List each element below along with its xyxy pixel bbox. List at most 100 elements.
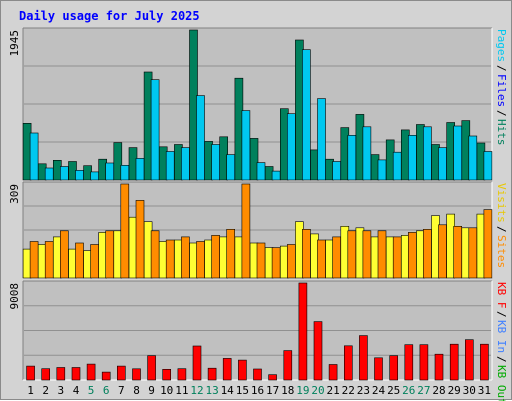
bar-files-day-26 <box>407 135 417 181</box>
bar-sites-day-31 <box>483 209 493 279</box>
bar-kb-f-day-6 <box>101 371 111 381</box>
bar-kb-f-day-24 <box>374 357 383 381</box>
x-tick-label-day-16: 16 <box>251 384 264 397</box>
bar-kb-f-day-4 <box>71 367 81 381</box>
bar-kb-f-day-18 <box>283 350 293 381</box>
legend-kb-out: KB Out <box>495 365 508 401</box>
x-tick-label-day-17: 17 <box>266 384 279 397</box>
x-tick-label-day-26: 26 <box>402 384 415 397</box>
bar-files-day-2 <box>44 167 54 181</box>
x-tick-label-day-7: 7 <box>118 384 125 397</box>
bar-sites-day-17 <box>271 247 281 279</box>
x-tick-label-day-31: 31 <box>478 384 491 397</box>
bar-files-day-18 <box>286 113 296 181</box>
bar-kb-f-day-31 <box>480 343 489 381</box>
bar-kb-f-day-16 <box>253 368 262 381</box>
bar-files-day-13 <box>211 144 220 181</box>
bar-files-day-15 <box>241 110 251 181</box>
bar-sites-day-21 <box>332 236 341 279</box>
x-tick-label-day-1: 1 <box>27 384 34 397</box>
bar-files-day-1 <box>29 132 39 181</box>
legend-separator: / <box>495 311 508 318</box>
bar-files-day-9 <box>150 79 160 181</box>
bar-sites-day-8 <box>135 200 145 279</box>
x-tick-label-day-13: 13 <box>205 384 218 397</box>
bar-files-day-4 <box>75 170 84 181</box>
bar-sites-day-20 <box>317 239 326 279</box>
legend-hits: Hits <box>495 119 508 146</box>
bar-files-day-24 <box>377 159 387 181</box>
bar-files-day-6 <box>105 162 114 181</box>
x-tick-label-day-15: 15 <box>236 384 249 397</box>
bar-kb-f-day-19 <box>298 282 308 381</box>
bar-kb-f-day-10 <box>162 368 171 381</box>
bar-sites-day-4 <box>75 242 84 279</box>
bar-files-day-16 <box>256 162 266 181</box>
bar-files-day-31 <box>483 151 493 181</box>
x-tick-label-day-27: 27 <box>417 384 430 397</box>
legend-separator: / <box>495 356 508 363</box>
bar-kb-f-day-11 <box>177 368 187 381</box>
bar-kb-f-day-29 <box>449 343 459 381</box>
bar-files-day-11 <box>181 147 190 181</box>
legend-separator: / <box>495 226 508 233</box>
x-tick-label-day-5: 5 <box>88 384 95 397</box>
x-tick-label-day-19: 19 <box>296 384 309 397</box>
bar-sites-day-26 <box>407 232 417 279</box>
bar-kb-f-day-26 <box>404 344 414 381</box>
bar-files-day-10 <box>165 151 175 181</box>
bar-files-day-28 <box>438 147 447 181</box>
legend-visits: Visits <box>495 183 508 223</box>
bar-files-day-7 <box>120 165 130 181</box>
legend-separator: / <box>495 65 508 72</box>
bar-sites-day-14 <box>226 229 235 279</box>
bar-kb-f-day-17 <box>268 374 277 381</box>
bar-files-day-3 <box>59 166 69 181</box>
bar-files-day-14 <box>226 154 235 181</box>
x-tick-label-day-6: 6 <box>103 384 110 397</box>
bar-sites-day-16 <box>256 242 266 279</box>
bar-kb-f-day-15 <box>238 359 247 381</box>
bar-files-day-29 <box>453 125 463 181</box>
legend-separator: / <box>495 110 508 117</box>
bar-files-day-27 <box>423 126 432 181</box>
x-tick-label-day-10: 10 <box>160 384 173 397</box>
bar-sites-day-15 <box>241 183 251 279</box>
x-tick-label-day-8: 8 <box>133 384 140 397</box>
legend-sites: Sites <box>495 235 508 268</box>
bar-sites-day-30 <box>468 227 478 279</box>
legend-kb-in: KB In <box>495 320 508 353</box>
x-tick-label-day-4: 4 <box>73 384 80 397</box>
legend-pages: Pages <box>495 29 508 62</box>
bar-kb-f-day-23 <box>359 335 368 381</box>
x-tick-label-day-28: 28 <box>432 384 445 397</box>
bar-sites-day-29 <box>453 226 463 279</box>
x-tick-label-day-29: 29 <box>448 384 461 397</box>
bar-kb-f-day-8 <box>132 368 141 381</box>
x-tick-label-day-12: 12 <box>190 384 203 397</box>
bar-files-day-30 <box>468 135 478 181</box>
bar-files-day-5 <box>90 171 99 181</box>
bar-sites-day-25 <box>392 236 402 279</box>
bar-sites-day-13 <box>211 235 220 279</box>
bar-sites-day-18 <box>286 244 296 279</box>
bar-kb-f-day-7 <box>117 365 126 381</box>
bar-sites-day-28 <box>438 224 447 279</box>
x-tick-label-day-11: 11 <box>175 384 188 397</box>
bar-sites-day-3 <box>59 230 69 279</box>
bar-sites-day-11 <box>181 236 190 279</box>
bar-sites-day-12 <box>196 241 205 279</box>
bar-kb-f-day-27 <box>419 344 429 381</box>
bar-sites-day-27 <box>423 229 432 279</box>
bar-kb-f-day-5 <box>86 363 96 381</box>
bar-files-day-19 <box>302 49 311 181</box>
bar-kb-f-day-12 <box>192 345 202 381</box>
bar-files-day-23 <box>362 126 372 181</box>
bar-files-day-21 <box>332 161 341 181</box>
y-max-label-visits-sites: 309 <box>8 184 21 204</box>
bar-kb-f-day-13 <box>207 367 217 381</box>
bar-sites-day-9 <box>150 230 160 279</box>
bar-hits-day-7 <box>113 142 123 181</box>
y-max-label-hits-files-pages: 1945 <box>8 30 21 57</box>
